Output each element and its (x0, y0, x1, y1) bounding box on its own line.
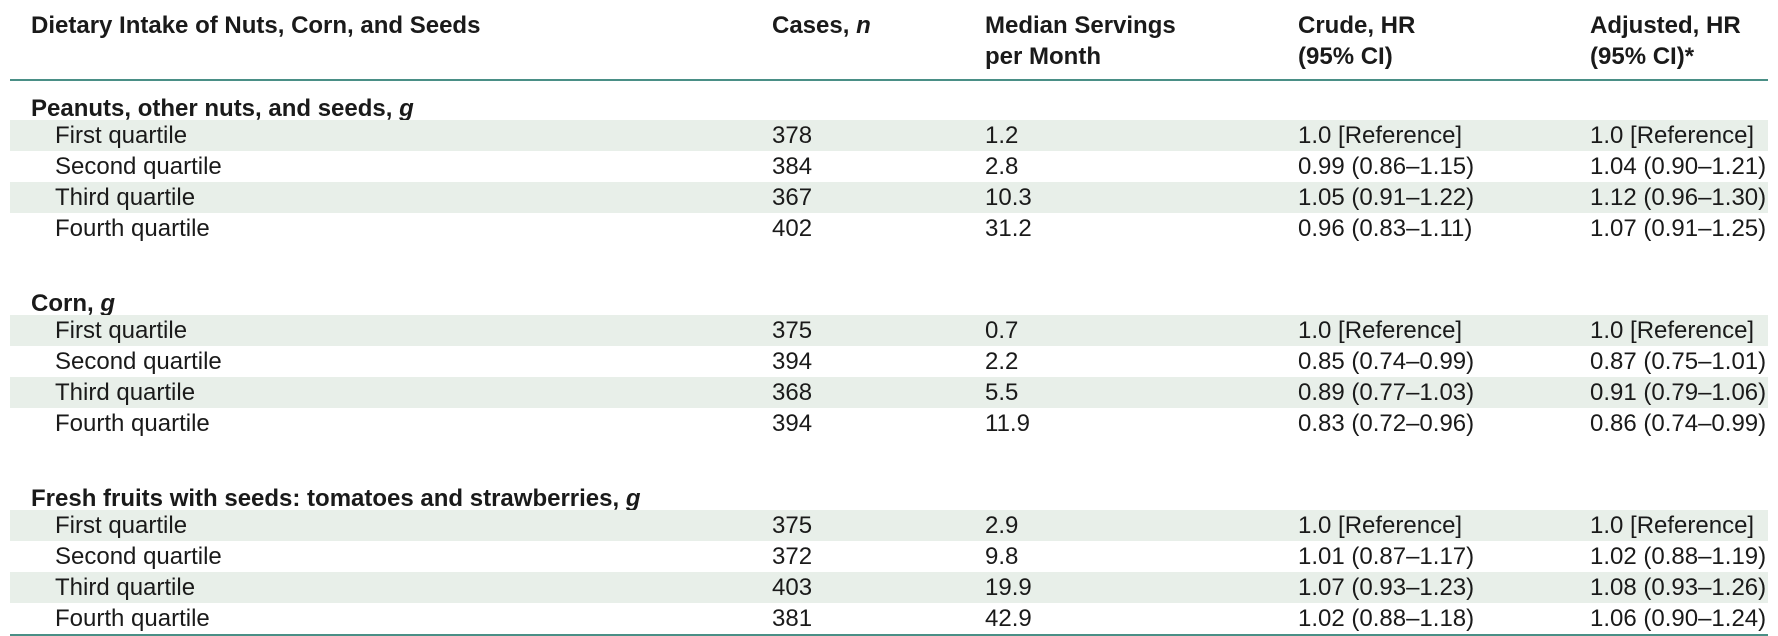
cell-crude-hr: 1.0 [Reference] (1298, 512, 1463, 539)
row-label: Fourth quartile (55, 215, 210, 242)
cell-crude-hr: 1.05 (0.91–1.22) (1298, 184, 1475, 211)
table-body: Peanuts, other nuts, and seeds, g First q… (10, 81, 1768, 634)
cell-adjusted-hr: 1.12 (0.96–1.30) (1590, 184, 1767, 211)
table-row: Second quartile 372 9.8 1.01 (0.87–1.17) 1.0… (10, 541, 1768, 572)
cell-median: 10.3 (985, 184, 1032, 211)
cell-cases: 403 (772, 574, 813, 601)
header-median: Median Servings per Month (985, 12, 1176, 70)
cell-crude-hr: 1.0 [Reference] (1298, 317, 1463, 344)
cell-cases: 384 (772, 153, 813, 180)
table-section: Peanuts, other nuts, and seeds, g First q… (10, 81, 1768, 244)
row-label: Fourth quartile (55, 410, 210, 437)
section-title-unit: g (625, 485, 641, 512)
cell-crude-hr: 1.02 (0.88–1.18) (1298, 605, 1475, 632)
section-title-text: Peanuts, other nuts, and seeds, (31, 95, 400, 122)
row-label: Second quartile (55, 153, 222, 180)
cell-adjusted-hr: 1.02 (0.88–1.19) (1590, 543, 1767, 570)
section-title: Fresh fruits with seeds: tomatoes and st… (10, 471, 1768, 512)
cell-cases: 367 (772, 184, 813, 211)
header-crude: Crude, HR (95% CI) (1298, 12, 1416, 70)
row-label: Fourth quartile (55, 605, 210, 632)
header-cases: Cases, n (772, 12, 871, 39)
section-title-unit: g (399, 95, 414, 122)
header-label: Dietary Intake of Nuts, Corn, and Seeds (31, 12, 481, 39)
cell-crude-hr: 0.83 (0.72–0.96) (1298, 410, 1475, 437)
row-label: First quartile (55, 122, 188, 149)
section-spacer (10, 244, 1768, 276)
cell-adjusted-hr: 1.06 (0.90–1.24) (1590, 605, 1767, 632)
cell-median: 2.8 (985, 153, 1019, 180)
cell-adjusted-hr: 1.08 (0.93–1.26) (1590, 574, 1767, 601)
cell-median: 11.9 (985, 410, 1030, 437)
cell-cases: 394 (772, 348, 813, 375)
row-label: Second quartile (55, 348, 222, 375)
cell-cases: 375 (772, 512, 813, 539)
table-row: First quartile 375 0.7 1.0 [Reference] 1.0 [… (10, 315, 1768, 346)
cell-adjusted-hr: 1.04 (0.90–1.21) (1590, 153, 1767, 180)
cell-cases: 381 (772, 605, 813, 632)
table-row: Third quartile 403 19.9 1.07 (0.93–1.23) 1.0… (10, 572, 1768, 603)
table-row: First quartile 378 1.2 1.0 [Reference] 1.0 [… (10, 120, 1768, 151)
table-row: Fourth quartile 381 42.9 1.02 (0.88–1.18) 1.… (10, 603, 1768, 634)
row-label: First quartile (55, 317, 188, 344)
section-spacer (10, 439, 1768, 471)
cell-median: 5.5 (985, 379, 1019, 406)
row-label: Second quartile (55, 543, 222, 570)
cell-crude-hr: 0.85 (0.74–0.99) (1298, 348, 1475, 375)
cell-adjusted-hr: 0.86 (0.74–0.99) (1590, 410, 1767, 437)
section-title-text: Fresh fruits with seeds: tomatoes and st… (31, 485, 626, 512)
cell-cases: 375 (772, 317, 813, 344)
table-row: Second quartile 394 2.2 0.85 (0.74–0.99) 0.8… (10, 346, 1768, 377)
section-title-unit: g (100, 290, 115, 317)
data-table: Dietary Intake of Nuts, Corn, and Seeds … (10, 0, 1768, 636)
cell-median: 2.9 (985, 512, 1019, 539)
cell-cases: 402 (772, 215, 813, 242)
cell-median: 0.7 (985, 317, 1019, 344)
cell-adjusted-hr: 1.07 (0.91–1.25) (1590, 215, 1767, 242)
table-row: Third quartile 367 10.3 1.05 (0.91–1.22) 1.1… (10, 182, 1768, 213)
cell-crude-hr: 0.99 (0.86–1.15) (1298, 153, 1475, 180)
cell-adjusted-hr: 1.0 [Reference] (1590, 512, 1755, 539)
cell-median: 1.2 (985, 122, 1019, 149)
table-row: Second quartile 384 2.8 0.99 (0.86–1.15) 1.0… (10, 151, 1768, 182)
section-title: Corn, g (10, 276, 1768, 317)
table-section: Corn, g First quartile 375 0.7 1.0 [Referenc… (10, 276, 1768, 439)
table-row: Fourth quartile 394 11.9 0.83 (0.72–0.96) 0.… (10, 408, 1768, 439)
table-section: Fresh fruits with seeds: tomatoes and st… (10, 471, 1768, 634)
row-label: First quartile (55, 512, 188, 539)
section-title-text: Corn, (31, 290, 101, 317)
cell-adjusted-hr: 1.0 [Reference] (1590, 122, 1755, 149)
cell-median: 31.2 (985, 215, 1032, 242)
cell-adjusted-hr: 1.0 [Reference] (1590, 317, 1755, 344)
table-row: First quartile 375 2.9 1.0 [Reference] 1.0 [… (10, 510, 1768, 541)
row-label: Third quartile (55, 379, 196, 406)
table-header: Dietary Intake of Nuts, Corn, and Seeds … (10, 0, 1768, 81)
cell-adjusted-hr: 0.87 (0.75–1.01) (1590, 348, 1767, 375)
cell-crude-hr: 1.01 (0.87–1.17) (1298, 543, 1475, 570)
table-row: Third quartile 368 5.5 0.89 (0.77–1.03) 0.91… (10, 377, 1768, 408)
row-label: Third quartile (55, 184, 196, 211)
cell-cases: 368 (772, 379, 813, 406)
cell-adjusted-hr: 0.91 (0.79–1.06) (1590, 379, 1767, 406)
cell-crude-hr: 0.96 (0.83–1.11) (1298, 215, 1473, 242)
cell-cases: 372 (772, 543, 813, 570)
cell-cases: 378 (772, 122, 813, 149)
cell-crude-hr: 1.07 (0.93–1.23) (1298, 574, 1475, 601)
row-label: Third quartile (55, 574, 196, 601)
table-row: Fourth quartile 402 31.2 0.96 (0.83–1.11) 1.… (10, 213, 1768, 244)
cell-median: 2.2 (985, 348, 1019, 375)
section-title: Peanuts, other nuts, and seeds, g (10, 81, 1768, 122)
cell-cases: 394 (772, 410, 813, 437)
cell-median: 42.9 (985, 605, 1032, 632)
cell-median: 19.9 (985, 574, 1032, 601)
cell-crude-hr: 1.0 [Reference] (1298, 122, 1463, 149)
cell-median: 9.8 (985, 543, 1019, 570)
cell-crude-hr: 0.89 (0.77–1.03) (1298, 379, 1475, 406)
header-adjusted: Adjusted, HR (95% CI)* (1590, 12, 1741, 70)
